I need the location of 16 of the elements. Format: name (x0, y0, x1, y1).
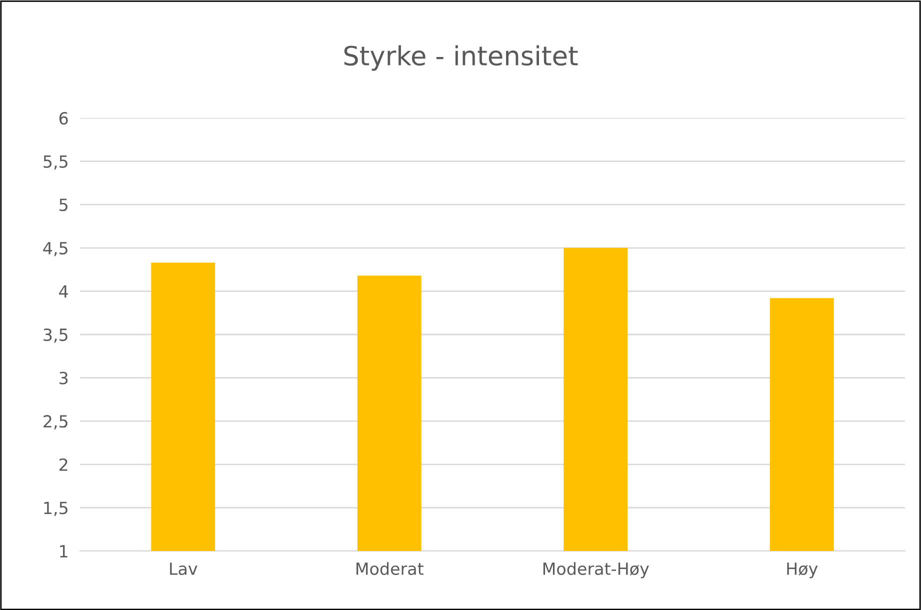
y-tick-label: 5 (60, 198, 68, 212)
x-tick-label: Høy (787, 562, 818, 578)
y-tick-label: 1,5 (44, 502, 68, 516)
x-tick-label: Moderat (356, 562, 424, 576)
y-tick-label: 2,5 (44, 415, 68, 430)
y-tick-label: 4,5 (43, 242, 68, 256)
y-tick-label: 4 (59, 285, 68, 298)
y-tick-label: 1 (60, 545, 68, 558)
x-tick-label: Moderat-Høy (543, 562, 649, 578)
x-tick-label: Lav (170, 562, 198, 576)
y-tick-label: 3 (60, 372, 68, 384)
y-tick-label: 2 (60, 458, 68, 471)
y-tick-label: 3,5 (44, 328, 68, 343)
y-tick-label: 6 (59, 112, 68, 125)
y-tick-label: 5,5 (44, 155, 68, 170)
chart-title: Styrke - intensitet (344, 45, 578, 71)
